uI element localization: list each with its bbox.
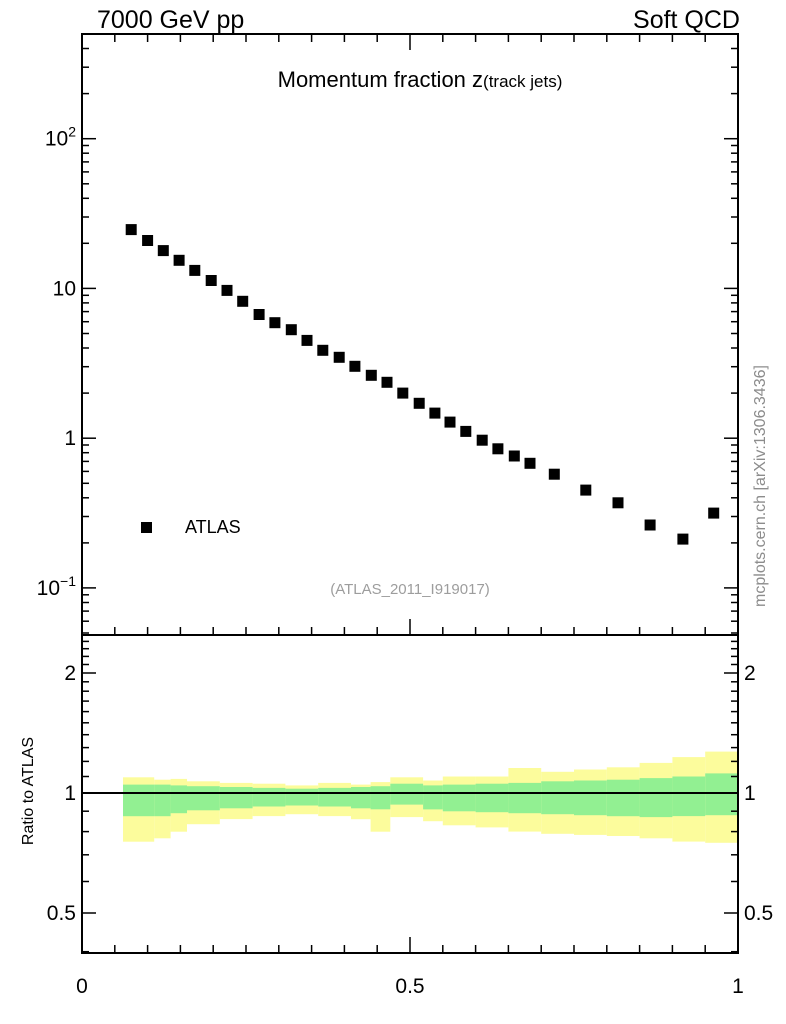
uncertainty-band-inner	[219, 787, 253, 809]
uncertainty-band-inner	[475, 783, 509, 813]
mcplots-arxiv-credit: mcplots.cern.ch [arXiv:1306.3436]	[752, 365, 769, 607]
data-point	[413, 397, 425, 409]
data-point	[349, 360, 361, 372]
data-point	[333, 351, 345, 363]
data-point	[381, 376, 393, 388]
data-point	[429, 407, 441, 419]
data-point	[677, 533, 689, 545]
uncertainty-band-inner	[252, 787, 286, 807]
uncertainty-band-inner	[187, 786, 220, 811]
data-point	[205, 275, 217, 286]
uncertainty-band-inner	[423, 785, 443, 810]
data-point	[508, 450, 520, 462]
uncertainty-band-inner	[154, 784, 171, 817]
ratio-y-tick-label-right: 1	[744, 782, 756, 805]
data-point	[460, 425, 472, 437]
ratio-y-tick-label-left: 0.5	[47, 902, 76, 925]
uncertainty-band-inner	[170, 785, 187, 814]
uncertainty-band-inner	[541, 781, 574, 815]
uncertainty-band-inner	[705, 773, 738, 816]
uncertainty-band-inner	[639, 778, 673, 818]
data-point	[221, 284, 233, 296]
data-point	[142, 235, 154, 246]
ratio-y-tick-label-right: 0.5	[744, 902, 773, 925]
data-point	[365, 369, 377, 381]
uncertainty-band-inner	[370, 786, 391, 810]
data-point	[269, 317, 281, 329]
analysis-id-watermark: (ATLAS_2011_I919017)	[330, 581, 490, 598]
legend: ATLAS	[141, 517, 241, 538]
plot-title: Momentum fraction z(track jets)	[278, 67, 563, 93]
data-point	[644, 519, 656, 531]
beam-energy-label: 7000 GeV pp	[97, 6, 245, 34]
uncertainty-band-inner	[123, 784, 155, 817]
uncertainty-band-inner	[318, 787, 351, 807]
data-point	[189, 264, 201, 276]
x-axis-tick-label: 0.5	[395, 975, 424, 998]
data-point	[301, 334, 313, 346]
ratio-axis-title: Ratio to ATLAS	[20, 736, 37, 846]
ratio-panel-frame	[81, 634, 739, 954]
data-point	[173, 254, 185, 266]
uncertainty-band-inner	[285, 788, 319, 806]
data-point	[253, 309, 265, 320]
data-point	[157, 245, 169, 257]
data-point	[125, 224, 137, 236]
plot-title-sub: (track jets)	[483, 72, 563, 91]
data-point	[708, 507, 720, 519]
data-point	[548, 468, 560, 480]
data-point	[444, 416, 456, 428]
main-panel-frame	[81, 33, 739, 636]
data-point	[237, 295, 249, 307]
data-point	[476, 434, 488, 446]
y-axis-tick-label: 10−1	[37, 573, 77, 600]
data-point	[580, 484, 592, 496]
process-group-label: Soft QCD	[633, 6, 740, 34]
ratio-y-tick-label-right: 2	[744, 662, 756, 685]
y-axis-tick-label: 10	[53, 277, 76, 300]
uncertainty-band-inner	[508, 782, 542, 814]
legend-label: ATLAS	[185, 517, 241, 537]
uncertainty-band-inner	[442, 784, 476, 812]
ratio-y-tick-label-left: 2	[64, 662, 76, 685]
uncertainty-band-inner	[606, 779, 640, 817]
y-axis-tick-label: 102	[45, 124, 76, 151]
uncertainty-band-inner	[390, 783, 424, 805]
data-point	[317, 344, 329, 356]
uncertainty-band-inner	[672, 776, 706, 817]
x-axis-tick-label: 1	[732, 975, 744, 998]
uncertainty-band-inner	[351, 787, 371, 809]
y-axis-tick-label: 1	[64, 427, 76, 450]
ratio-y-tick-label-left: 1	[64, 782, 76, 805]
x-axis-tick-label: 0	[76, 975, 88, 998]
plot-title-main: Momentum fraction z	[277, 67, 484, 92]
data-point	[612, 497, 624, 509]
data-point	[397, 387, 409, 399]
data-point	[492, 443, 504, 455]
uncertainty-band-inner	[574, 780, 607, 816]
data-point	[524, 457, 536, 469]
data-point	[285, 324, 297, 336]
legend-square-marker-icon	[141, 522, 152, 533]
